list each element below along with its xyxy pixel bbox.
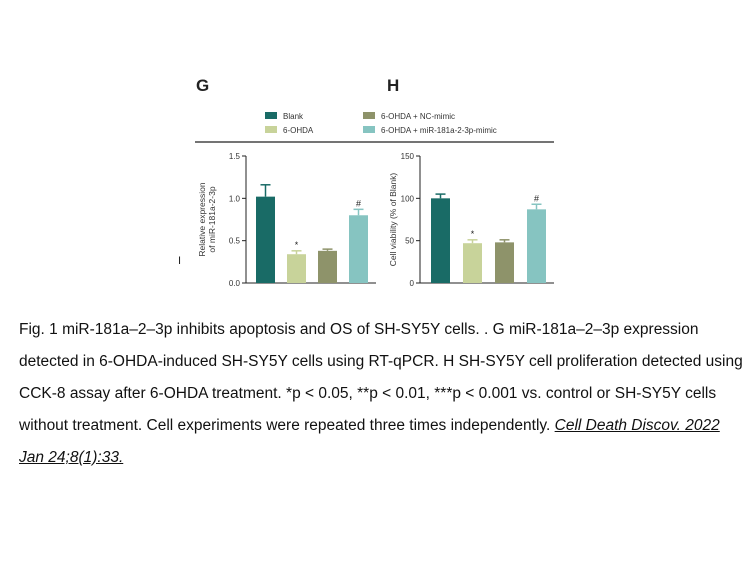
- significance-mark: #: [534, 193, 539, 203]
- bar: [431, 198, 450, 283]
- y-tick-label: 150: [401, 152, 415, 161]
- y-tick-label: 0: [410, 279, 415, 288]
- bar: [349, 215, 368, 283]
- bar: [463, 243, 482, 283]
- legend-label-blank: Blank: [283, 112, 304, 121]
- caption-citation[interactable]: Cell Death Discov. 2022 Jan 24;8(1):33.: [19, 417, 720, 466]
- figure-panels: G H Blank 6-OHDA 6-OHDA + NC-mimic 6-OHD…: [178, 76, 554, 288]
- legend-swatch-blank: [265, 112, 277, 119]
- legend-label-nc-mimic: 6-OHDA + NC-mimic: [381, 112, 455, 121]
- y-tick-label: 1.0: [229, 194, 241, 203]
- bar: [318, 250, 337, 283]
- panel-label-h: H: [387, 76, 399, 95]
- legend: Blank 6-OHDA 6-OHDA + NC-mimic 6-OHDA + …: [265, 112, 497, 135]
- panel-label-g: G: [196, 76, 209, 95]
- chart-panel-g: 0.0 0.5 1.0 1.5 Relative expression of miR-18…: [197, 152, 376, 288]
- bar: [287, 254, 306, 283]
- y-tick-label: 0.5: [229, 237, 241, 246]
- significance-mark: *: [471, 229, 475, 239]
- caption-text: Fig. 1 miR-181a–2–3p inhibits apoptosis …: [19, 321, 743, 434]
- legend-label-mir-mimic: 6-OHDA + miR-181a-2-3p-mimic: [381, 126, 497, 135]
- y-axis-label: Relative expression: [197, 182, 207, 256]
- significance-mark: *: [295, 240, 299, 250]
- bar: [527, 209, 546, 283]
- y-tick-label: 1.5: [229, 152, 241, 161]
- figure-caption: Fig. 1 miR-181a–2–3p inhibits apoptosis …: [19, 314, 749, 474]
- legend-swatch-mir-mimic: [363, 126, 375, 133]
- legend-label-6ohda: 6-OHDA: [283, 126, 314, 135]
- y-tick-label: 100: [401, 194, 415, 203]
- y-tick-label: 0.0: [229, 279, 241, 288]
- bar: [495, 242, 514, 283]
- significance-mark: #: [356, 198, 361, 208]
- bar: [256, 196, 275, 283]
- chart-panel-h: 0 50 100 150 Cell viability (% of Blank) * #: [388, 152, 554, 288]
- legend-swatch-nc-mimic: [363, 112, 375, 119]
- y-axis-label: of miR-181a-2-3p: [207, 186, 217, 252]
- legend-swatch-6ohda: [265, 126, 277, 133]
- y-tick-label: 50: [405, 237, 414, 246]
- y-axis-label: Cell viability (% of Blank): [388, 173, 398, 267]
- stray-mark: I: [178, 255, 181, 267]
